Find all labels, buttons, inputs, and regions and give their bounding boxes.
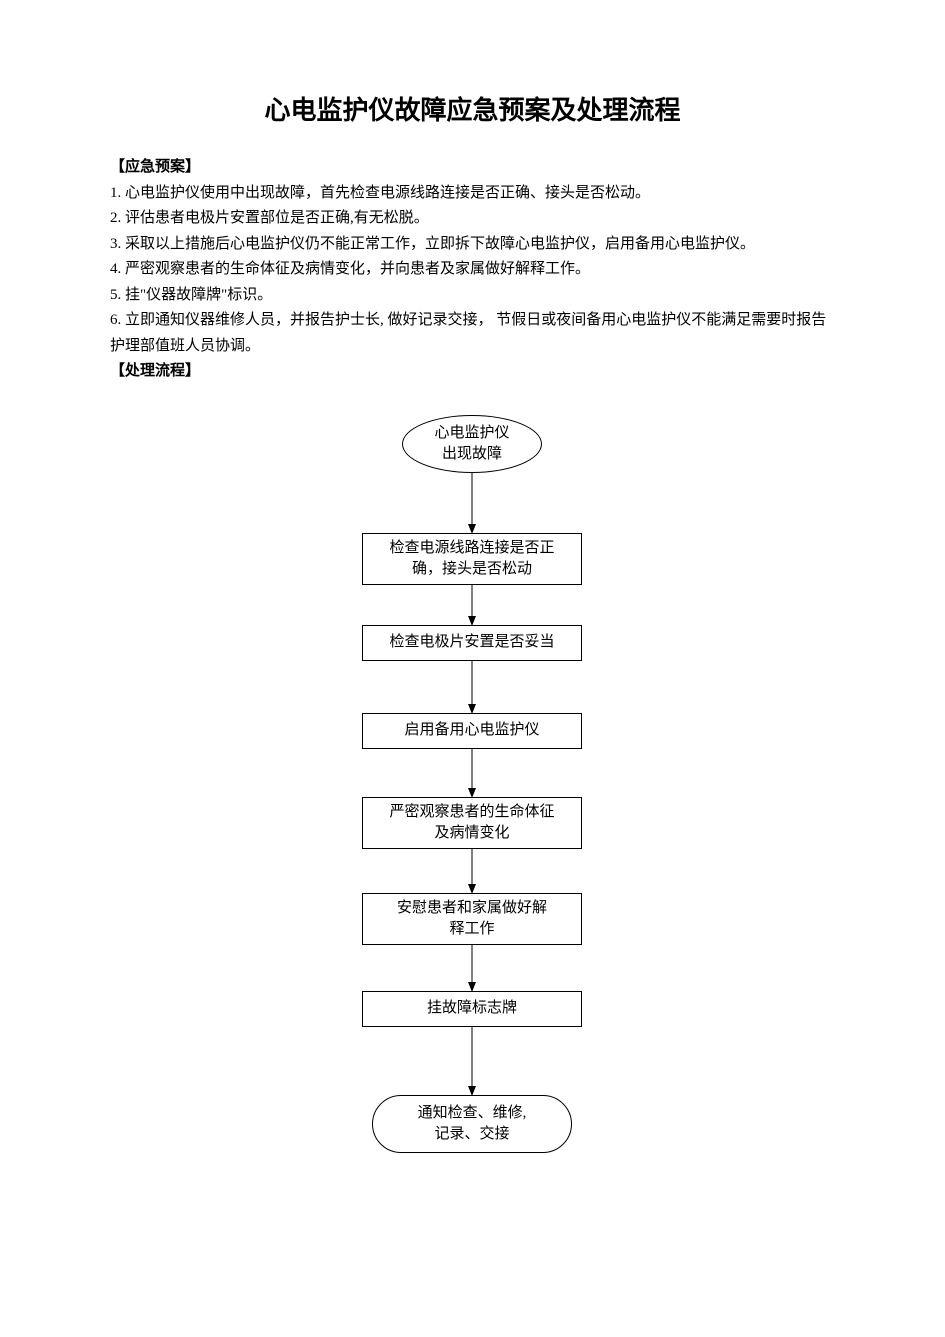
flowchart-node: 检查电极片安置是否妥当 (362, 625, 582, 661)
flowchart-node: 启用备用心电监护仪 (362, 713, 582, 749)
plan-item: 5. 挂"仪器故障牌"标识。 (110, 283, 835, 309)
section-header-flow: 【处理流程】 (110, 359, 835, 385)
flowchart-node: 严密观察患者的生命体征及病情变化 (362, 797, 582, 849)
flowchart-node: 心电监护仪出现故障 (402, 415, 542, 473)
flowchart-node: 通知检查、维修,记录、交接 (372, 1095, 572, 1153)
plan-item: 6. 立即通知仪器维修人员，并报告护士长, 做好记录交接， 节假日或夜间备用心电… (110, 308, 835, 359)
document-title: 心电监护仪故障应急预案及处理流程 (110, 90, 835, 127)
flowchart-node: 挂故障标志牌 (362, 991, 582, 1027)
section-header-plan: 【应急预案】 (110, 155, 835, 181)
plan-item: 4. 严密观察患者的生命体征及病情变化，并向患者及家属做好解释工作。 (110, 257, 835, 283)
plan-item: 3. 采取以上措施后心电监护仪仍不能正常工作，立即拆下故障心电监护仪，启用备用心… (110, 232, 835, 258)
flowchart-container: 心电监护仪出现故障检查电源线路连接是否正确，接头是否松动检查电极片安置是否妥当启… (110, 415, 835, 1195)
flowchart-node: 检查电源线路连接是否正确，接头是否松动 (362, 533, 582, 585)
flowchart-node: 安慰患者和家属做好解释工作 (362, 893, 582, 945)
plan-item: 1. 心电监护仪使用中出现故障，首先检查电源线路连接是否正确、接头是否松动。 (110, 181, 835, 207)
plan-item: 2. 评估患者电极片安置部位是否正确,有无松脱。 (110, 206, 835, 232)
text-body: 【应急预案】 1. 心电监护仪使用中出现故障，首先检查电源线路连接是否正确、接头… (110, 155, 835, 385)
